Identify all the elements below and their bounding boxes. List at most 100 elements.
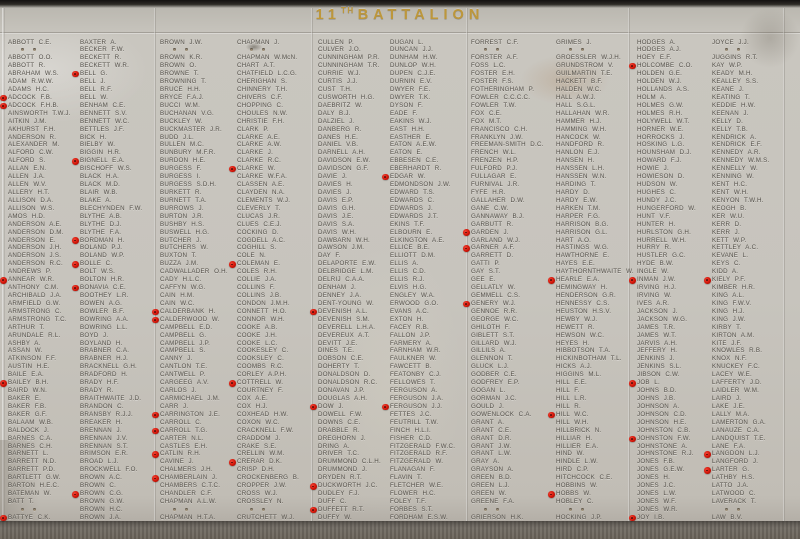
memorial-name: DELBRIDGE L.M.	[318, 268, 374, 276]
memorial-name: COURTNEY F.	[237, 387, 284, 395]
fixing-hole	[262, 507, 266, 511]
memorial-name: CHOULES N.W.	[237, 109, 288, 117]
memorial-name: GANNAWAY B.J.	[471, 212, 525, 220]
memorial-name: INGLE W.	[637, 268, 670, 276]
memorial-name: ELLIS A.	[390, 260, 419, 268]
memorial-name: HARDY E.W.	[556, 196, 598, 204]
fixing-hole	[21, 48, 25, 52]
memorial-name: CLARKE J.	[237, 149, 274, 157]
memorial-name: BURNETT T.A.	[160, 196, 207, 204]
memorial-name: CAFFYN W.G.	[160, 284, 206, 292]
poppy-marker	[72, 261, 79, 268]
poppy-marker	[0, 102, 7, 110]
memorial-name: CHANDLER C.F.	[160, 490, 213, 498]
name-column-4: CHAPMAN J. CHAPMAN W.McN. CHART A.T. CHATFI…	[237, 39, 299, 522]
memorial-name: CRADDOM J.	[237, 434, 281, 442]
memorial-name: BIGNELL E.A.	[80, 157, 125, 165]
memorial-name: HALLAHAN W.R.	[556, 109, 610, 117]
memorial-name: COLEMAN E.	[237, 260, 281, 268]
memorial-name: GORMAN J.C.	[471, 394, 517, 402]
memorial-name: CAIN H.M.	[160, 292, 195, 299]
memorial-name: BUCKMASTER J.R.	[160, 125, 222, 133]
memorial-name: JONES H.	[637, 474, 671, 482]
memorial-name: GENNOE R.R.	[471, 307, 518, 315]
memorial-name: GARDEN J.	[471, 228, 509, 236]
memorial-name: FOX C.E.	[471, 109, 502, 117]
memorial-name: JONES G.E.W.	[637, 466, 685, 474]
memorial-name: CANNY J.	[160, 355, 193, 363]
memorial-name: KING F.W.V.	[712, 299, 752, 307]
fixing-hole	[21, 507, 25, 511]
memorial-name: CARMICHAEL J.M.	[160, 394, 220, 402]
memorial-name: FISHER C.D.	[390, 434, 433, 442]
memorial-name: JONES W.R.	[637, 505, 678, 513]
memorial-name: COGHILL S.	[237, 244, 277, 252]
memorial-name: BUCCI W.M.	[160, 101, 201, 109]
memorial-name: BOLAND W.P.	[80, 252, 125, 260]
fixing-hole	[185, 48, 189, 52]
poppy-marker	[72, 491, 79, 498]
memorial-name: DYSON F.	[390, 101, 424, 109]
memorial-name: BRYCE F.A.J.	[160, 93, 204, 101]
name-column-10: JOYCE J.J. JUGGINS R.T. KAY W.P. KEADY M.H.…	[712, 39, 769, 522]
memorial-name: LANDQUIST T.E.	[712, 434, 766, 442]
memorial-name: ARTHUR T.	[8, 323, 45, 331]
fixing-hole	[262, 48, 266, 52]
memorial-name: DEVITT J.E.	[318, 339, 358, 347]
memorial-name: COTTRELL W.	[237, 379, 284, 387]
memorial-name: JAMES W.T.	[637, 331, 677, 339]
memorial-name: KERR D.	[712, 220, 742, 228]
memorial-name: BRAITHWAITE J.D.	[80, 394, 142, 402]
memorial-name: HOLM A.	[637, 93, 667, 101]
memorial-name: ANDERSON A.E.	[8, 220, 62, 228]
memorial-name: CANTWELL P.	[160, 371, 206, 379]
memorial-name: CHART A.T.	[237, 62, 276, 70]
memorial-name: DRUMMOND J.	[318, 466, 368, 474]
memorial-name: BENHAM C.E.	[80, 101, 126, 109]
poppy-marker	[152, 475, 159, 482]
memorial-name: BUDD J.L.	[160, 133, 194, 141]
memorial-name: FYFE H.R.	[471, 189, 506, 197]
memorial-name: BRACKNELL G.H.	[80, 363, 138, 371]
memorial-name: HORNER W.E.	[637, 125, 684, 133]
memorial-name: KNOWLES R.B.	[712, 347, 763, 355]
memorial-name: BROAD L.J.	[80, 458, 119, 466]
memorial-name: BRABNER H.J.	[80, 355, 129, 363]
memorial-name: BAKER E.	[8, 394, 42, 402]
memorial-name: BARRETT N.D.	[8, 458, 57, 466]
memorial-name: BOOTHEY L.R.	[80, 292, 129, 299]
fixing-hole	[496, 507, 500, 511]
poppy-marker	[152, 451, 159, 458]
memorial-name: DANIEL V.B.	[318, 141, 359, 149]
memorial-name: COCKING D.	[237, 228, 279, 236]
memorial-name: HIBBOTSON T.A.	[556, 347, 611, 355]
memorial-name: ANDERSON R.C.	[8, 260, 63, 268]
memorial-name: JOHNS B.D.	[637, 387, 677, 395]
memorial-name: HILL L.R.	[556, 394, 587, 402]
memorial-name: DEVENISH S.M.	[318, 315, 370, 323]
memorial-name: COLLINS J.B.	[237, 292, 282, 299]
memorial-name: CHIVERS C.F.	[237, 93, 283, 101]
poppy-marker	[629, 435, 636, 443]
memorial-name: BLACK H.A.	[80, 173, 120, 181]
memorial-name: ABBOTT C.E.	[8, 38, 52, 46]
memorial-name: HOLLANDS A.S.	[637, 86, 690, 94]
name-column-5: CULLEN P. CULVER J.O. CUNNINGHAM P.R. CUNNI…	[318, 39, 381, 522]
memorial-name: GATTI P.	[471, 260, 501, 268]
fixing-holes	[237, 506, 299, 514]
panel-joint	[783, 8, 785, 522]
memorial-name: CROCKENBERG B.	[237, 474, 300, 482]
memorial-name: HOCKING J.P.	[556, 513, 602, 521]
memorial-name: CATLIN R.H.	[160, 450, 201, 458]
memorial-name: EVANS A.C.	[390, 307, 429, 315]
memorial-name: CARROLL C.	[160, 418, 202, 426]
memorial-name: KENNELLY W.	[712, 165, 758, 173]
memorial-name: DAVIES J.	[318, 189, 352, 197]
memorial-name: EATON E.	[390, 149, 423, 157]
memorial-name: KENYON T.W.H.	[712, 196, 764, 204]
memorial-name: FOWLER C.C.C.C.	[471, 93, 531, 101]
memorial-name: HENDERSON G.R.	[556, 292, 616, 299]
memorial-name: EAKINS W.J.	[390, 117, 432, 125]
memorial-name: BUXTON T.	[160, 252, 197, 260]
